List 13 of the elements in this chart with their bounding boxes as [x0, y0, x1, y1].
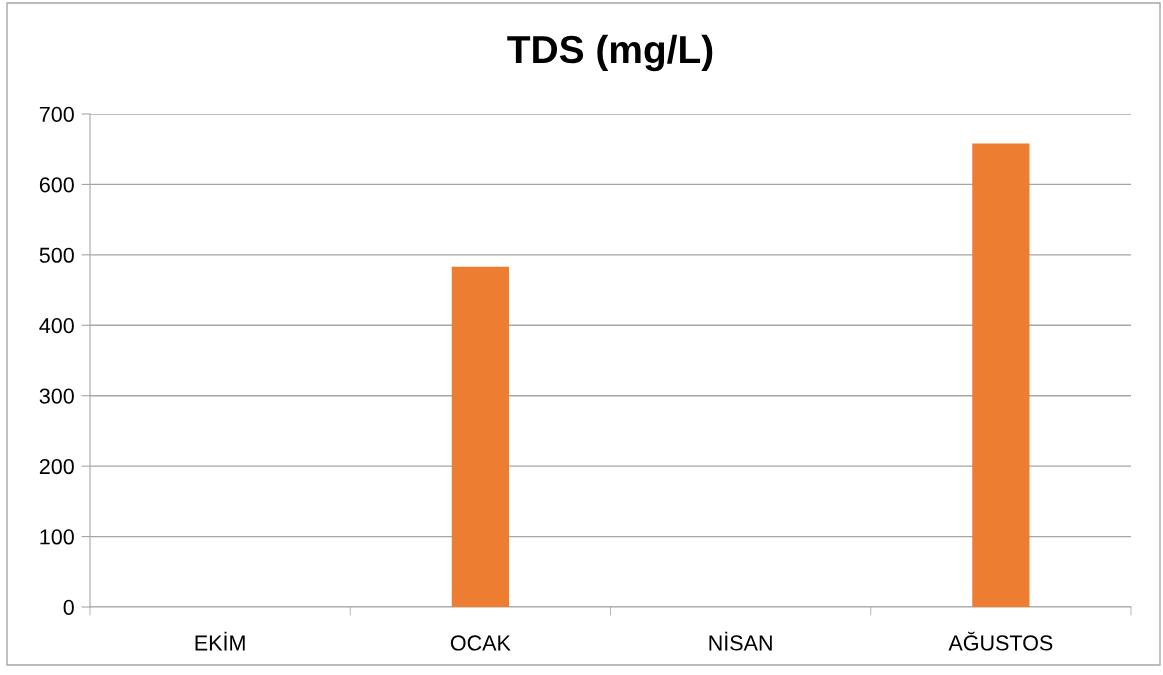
- x-tick-label: EKİM: [195, 631, 245, 651]
- y-tick-label: 600: [39, 177, 74, 193]
- y-tick-label: 500: [39, 247, 74, 263]
- x-tick-label: OCAK: [450, 635, 511, 651]
- x-tick-label: AĞUSTOS: [948, 631, 1053, 651]
- y-tick-label: 200: [39, 458, 74, 475]
- y-tick-label: 400: [39, 318, 74, 334]
- x-tick-label: NİSAN: [709, 631, 772, 651]
- y-tick-label: 700: [39, 106, 74, 123]
- y-tick-label: 300: [39, 388, 74, 404]
- y-tick-label: 100: [40, 529, 74, 545]
- y-tick-label: 0: [63, 599, 74, 616]
- chart-title: TDS (mg/L): [507, 34, 713, 72]
